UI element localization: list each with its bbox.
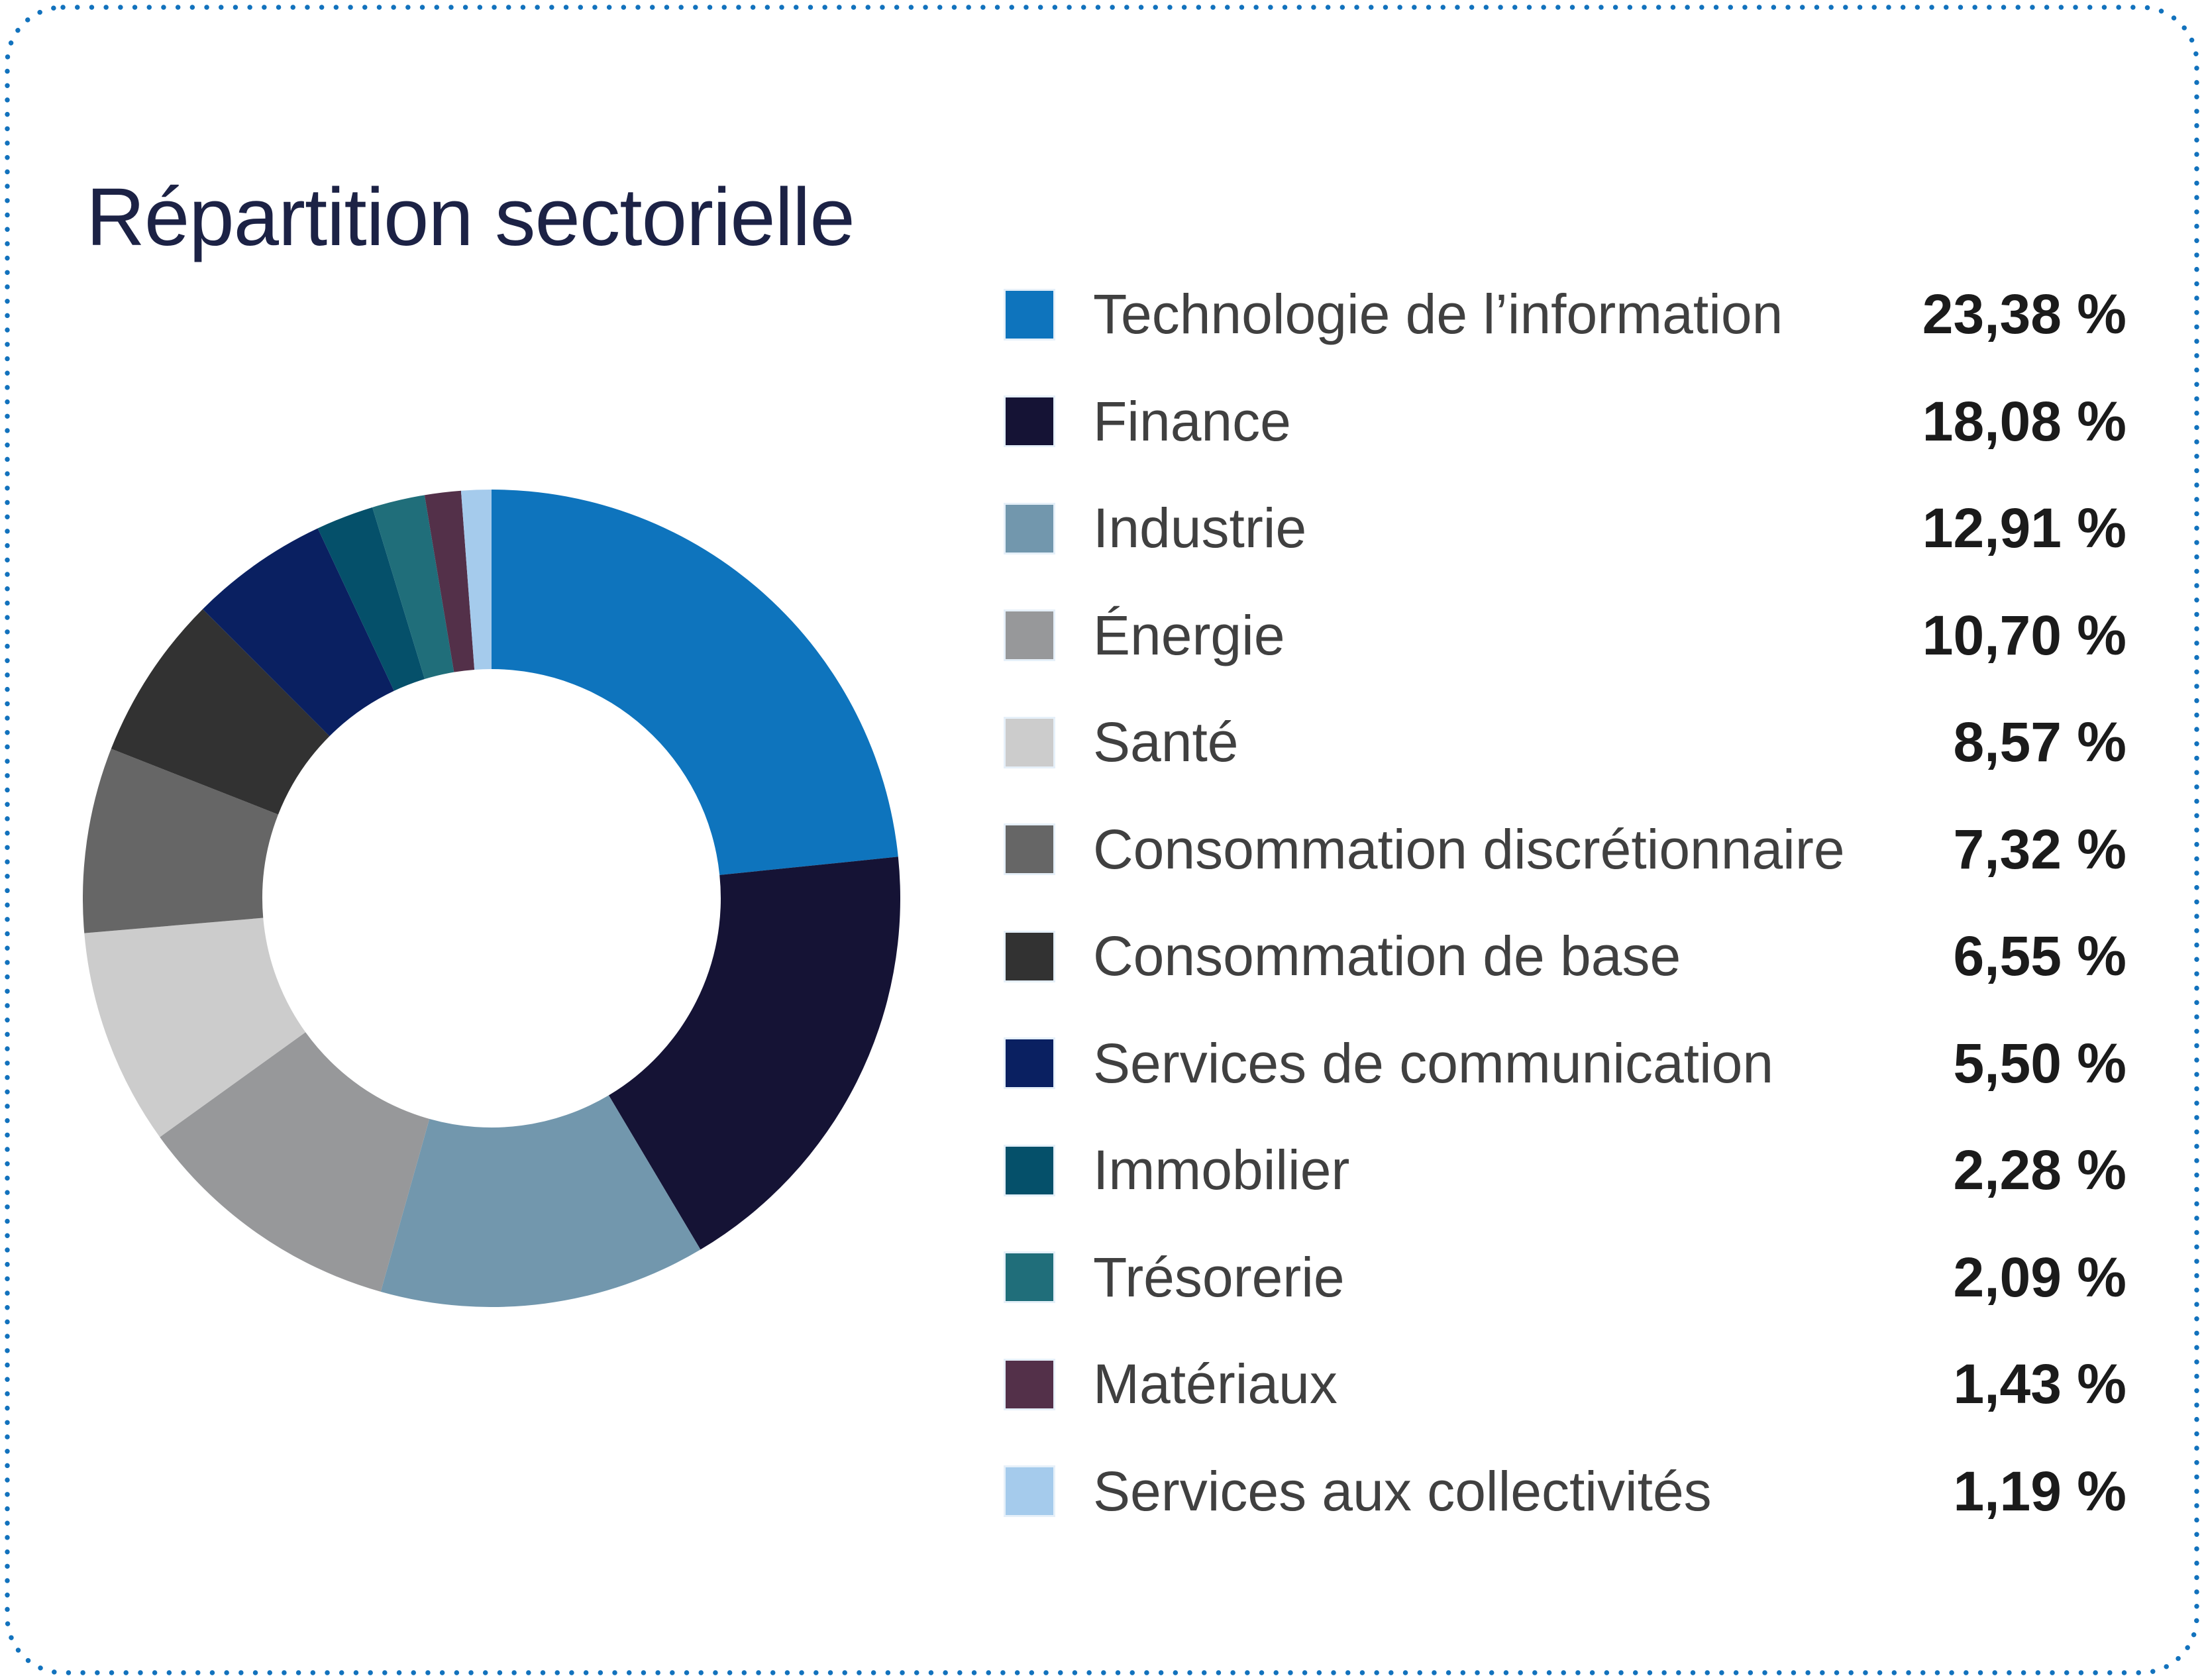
donut-slices [82, 490, 901, 1308]
legend-row: Services aux collectivités 1,19 % [1006, 1438, 2126, 1546]
legend-row: Industrie 12,91 % [1006, 475, 2126, 582]
legend-row: Consommation de base 6,55 % [1006, 903, 2126, 1010]
legend-value: 6,55 % [1953, 925, 2126, 988]
donut-chart [82, 490, 901, 1308]
legend-label: Consommation de base [1093, 925, 1681, 988]
legend-label: Énergie [1093, 604, 1285, 666]
legend-value: 18,08 % [1922, 390, 2126, 452]
donut-slice-7 [202, 528, 394, 737]
legend-row: Services de communication 5,50 % [1006, 1010, 2126, 1118]
legend-swatch [1006, 1039, 1053, 1088]
donut-slice-0 [492, 490, 898, 875]
legend-row: Santé 8,57 % [1006, 689, 2126, 796]
legend-value: 7,32 % [1953, 817, 2126, 880]
legend-label: Services de communication [1093, 1031, 1774, 1094]
legend-value: 2,09 % [1953, 1245, 2126, 1308]
legend-label: Industrie [1093, 497, 1307, 560]
donut-slice-3 [160, 1032, 430, 1292]
legend-row: Immobilier 2,28 % [1006, 1117, 2126, 1224]
legend-value: 12,91 % [1922, 497, 2126, 560]
legend-row: Consommation discrétionnaire 7,32 % [1006, 796, 2126, 904]
legend-label: Technologie de l’information [1093, 283, 1783, 346]
legend-value: 8,57 % [1953, 711, 2126, 774]
legend-row: Technologie de l’information 23,38 % [1006, 261, 2126, 368]
donut-slice-8 [317, 507, 425, 691]
legend-label: Santé [1093, 711, 1239, 774]
donut-slice-5 [82, 749, 278, 933]
legend-label: Matériaux [1093, 1353, 1338, 1416]
legend-swatch [1006, 1467, 1053, 1516]
legend-swatch [1006, 932, 1053, 980]
legend-value: 10,70 % [1922, 604, 2126, 666]
donut-slice-10 [424, 490, 475, 672]
donut-slice-2 [380, 1095, 701, 1308]
legend-value: 1,19 % [1953, 1459, 2126, 1522]
legend-swatch [1006, 1146, 1053, 1194]
legend-swatch [1006, 611, 1053, 660]
legend-value: 23,38 % [1922, 283, 2126, 346]
legend-row: Énergie 10,70 % [1006, 582, 2126, 690]
chart-legend: Technologie de l’information 23,38 % Fin… [1006, 261, 2126, 1545]
legend-swatch [1006, 1253, 1053, 1302]
legend-row: Trésorerie 2,09 % [1006, 1224, 2126, 1332]
legend-swatch [1006, 504, 1053, 552]
legend-value: 1,43 % [1953, 1353, 2126, 1416]
legend-value: 5,50 % [1953, 1031, 2126, 1094]
legend-label: Immobilier [1093, 1139, 1350, 1202]
legend-swatch [1006, 1360, 1053, 1408]
legend-swatch [1006, 825, 1053, 874]
donut-slice-1 [608, 857, 901, 1250]
donut-slice-4 [84, 918, 306, 1137]
donut-slice-11 [460, 490, 492, 670]
page-title: Répartition sectorielle [86, 172, 855, 263]
legend-swatch [1006, 397, 1053, 446]
legend-label: Finance [1093, 390, 1291, 452]
legend-label: Services aux collectivités [1093, 1459, 1712, 1522]
legend-swatch [1006, 290, 1053, 339]
donut-slice-6 [111, 609, 330, 815]
legend-label: Consommation discrétionnaire [1093, 817, 1845, 880]
legend-row: Matériaux 1,43 % [1006, 1331, 2126, 1438]
legend-swatch [1006, 718, 1053, 766]
legend-value: 2,28 % [1953, 1139, 2126, 1202]
legend-row: Finance 18,08 % [1006, 368, 2126, 476]
legend-label: Trésorerie [1093, 1245, 1345, 1308]
donut-slice-9 [372, 495, 454, 680]
